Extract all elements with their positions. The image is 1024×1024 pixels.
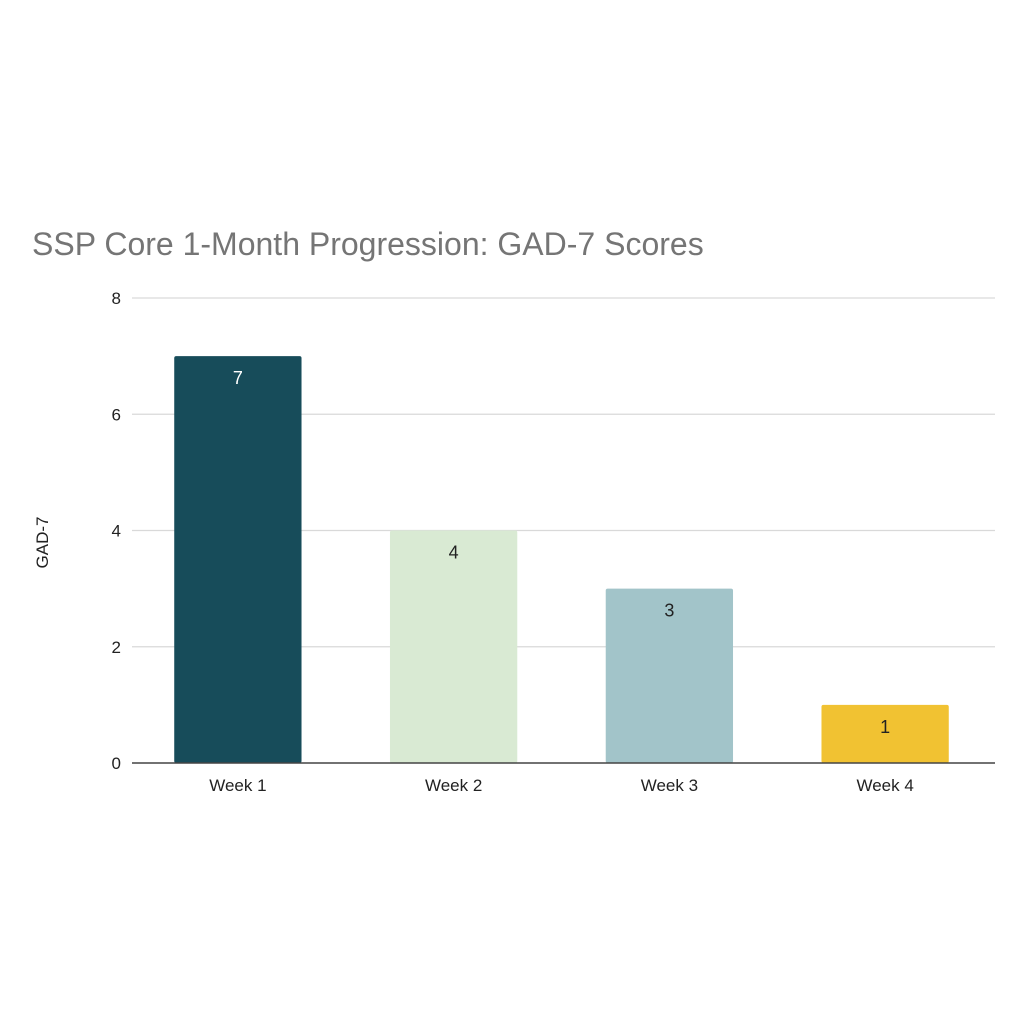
y-tick-label: 2: [112, 638, 121, 657]
y-tick-label: 4: [112, 522, 121, 541]
data-label: 7: [233, 368, 243, 388]
y-axis-ticks: 0 2 4 6 8: [112, 289, 121, 773]
data-labels: 7 4 3 1: [233, 368, 890, 737]
data-label: 1: [880, 717, 890, 737]
bar-week-2: [389, 530, 518, 763]
x-axis-ticks: Week 1 Week 2 Week 3 Week 4: [209, 776, 914, 795]
y-tick-label: 6: [112, 405, 121, 424]
bar-week-1: [174, 356, 302, 763]
chart-title: SSP Core 1-Month Progression: GAD-7 Scor…: [32, 226, 704, 262]
bar-week-4: [821, 704, 949, 763]
y-tick-label: 8: [112, 289, 121, 308]
bars: [174, 356, 949, 763]
data-label: 4: [449, 543, 459, 563]
y-axis-title: GAD-7: [33, 517, 52, 569]
y-tick-label: 0: [112, 754, 121, 773]
x-tick-label: Week 2: [425, 776, 482, 795]
data-label: 3: [664, 601, 674, 621]
x-tick-label: Week 4: [856, 776, 913, 795]
x-tick-label: Week 3: [641, 776, 698, 795]
x-tick-label: Week 1: [209, 776, 266, 795]
bar-week-3: [605, 588, 734, 763]
